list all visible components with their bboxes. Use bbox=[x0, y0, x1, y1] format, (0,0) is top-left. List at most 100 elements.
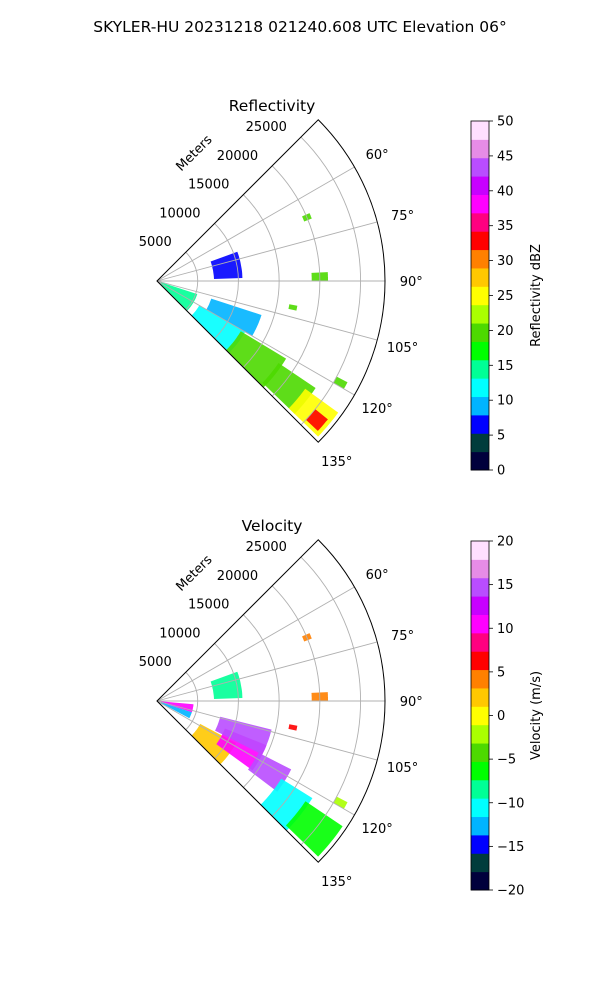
azimuth-tick-label: 105° bbox=[387, 761, 418, 776]
range-tick-label: 15000 bbox=[188, 178, 229, 193]
azimuth-tick-label: 90° bbox=[400, 275, 423, 290]
figure-suptitle: SKYLER-HU 20231218 021240.608 UTC Elevat… bbox=[93, 18, 507, 36]
colorbar-swatch bbox=[471, 249, 489, 269]
colorbar-tick-label: 25 bbox=[497, 289, 514, 304]
colorbar-swatch bbox=[471, 853, 489, 873]
colorbar-swatch bbox=[471, 743, 489, 762]
azimuth-tick-label: 75° bbox=[391, 629, 414, 644]
echo-region bbox=[333, 376, 348, 389]
azimuth-gridline bbox=[156, 280, 355, 396]
range-tick-label: 25000 bbox=[246, 120, 287, 135]
azimuth-tick-label: 60° bbox=[366, 148, 389, 163]
range-tick-label: 5000 bbox=[139, 235, 172, 250]
colorbar-swatch bbox=[471, 798, 489, 818]
colorbar-tick-label: 45 bbox=[497, 149, 514, 164]
radial-axis-label: Meters bbox=[174, 552, 216, 594]
colorbar-swatch bbox=[471, 871, 489, 891]
colorbar-swatch bbox=[471, 816, 489, 836]
azimuth-tick-label: 120° bbox=[361, 402, 392, 417]
colorbar-swatch bbox=[471, 286, 489, 306]
range-tick-label: 10000 bbox=[159, 206, 200, 221]
echo-region bbox=[160, 702, 192, 719]
colorbar-swatch bbox=[471, 541, 489, 560]
echo-region bbox=[215, 716, 272, 755]
colorbar-swatch bbox=[471, 341, 489, 361]
colorbar-swatch bbox=[471, 451, 489, 471]
colorbar-swatch bbox=[471, 323, 489, 342]
colorbar-swatch bbox=[471, 761, 489, 781]
echo-region bbox=[333, 796, 348, 809]
echo-region bbox=[260, 778, 313, 831]
azimuth-tick-label: 105° bbox=[387, 341, 418, 356]
colorbar-swatch bbox=[471, 651, 489, 671]
echo-region bbox=[191, 723, 237, 765]
panel-reflectivity: Reflectivity 5000 10000 15000 20000 25000 Mete… bbox=[139, 97, 544, 479]
echo-region bbox=[210, 671, 243, 699]
colorbar-tick-label: 0 bbox=[497, 464, 505, 479]
colorbar-swatch bbox=[471, 669, 489, 689]
colorbar-swatch bbox=[471, 212, 489, 232]
colorbar-swatch bbox=[471, 194, 489, 214]
azimuth-tick-label: 135° bbox=[321, 875, 352, 890]
colorbar-tick-label: 5 bbox=[497, 429, 505, 444]
colorbar-tick-label: −5 bbox=[497, 753, 516, 768]
colorbar-tick-label: 20 bbox=[497, 535, 514, 550]
colorbar-swatch bbox=[471, 304, 489, 324]
range-tick-label: 20000 bbox=[217, 569, 258, 584]
azimuth-gridline bbox=[156, 586, 355, 702]
colorbar-swatch bbox=[471, 779, 489, 799]
echo-region bbox=[305, 409, 328, 431]
panel-title: Velocity bbox=[242, 517, 303, 535]
colorbar-swatch bbox=[471, 139, 489, 159]
azimuth-gridline bbox=[156, 641, 378, 702]
colorbar-swatch bbox=[471, 687, 489, 707]
colorbar-swatch bbox=[471, 121, 489, 140]
range-tick-label: 5000 bbox=[139, 655, 172, 670]
azimuth-tick-label: 90° bbox=[400, 695, 423, 710]
colorbar-swatch bbox=[471, 632, 489, 652]
echo-region bbox=[159, 282, 198, 311]
colorbar-tick-label: −15 bbox=[497, 840, 524, 855]
azimuth-gridline bbox=[156, 700, 378, 761]
colorbar-swatch bbox=[471, 231, 489, 251]
colorbar-swatch bbox=[471, 596, 489, 615]
colorbar-tick-label: 20 bbox=[497, 324, 514, 339]
colorbar-swatch bbox=[471, 706, 489, 726]
echo-region bbox=[206, 298, 262, 336]
sector-frame bbox=[156, 539, 386, 863]
colorbar-swatch bbox=[471, 577, 489, 597]
azimuth-tick-label: 135° bbox=[321, 455, 352, 470]
colorbar-tick-label: 30 bbox=[497, 254, 514, 269]
azimuth-gridline bbox=[156, 280, 378, 341]
colorbar-swatch bbox=[471, 414, 489, 434]
azimuth-gridline bbox=[156, 166, 355, 282]
azimuth-tick-label: 60° bbox=[366, 568, 389, 583]
colorbar-tick-label: −20 bbox=[497, 884, 524, 899]
radial-axis-label: Meters bbox=[174, 132, 216, 174]
sector-frame bbox=[156, 119, 386, 443]
azimuth-tick-label: 75° bbox=[391, 209, 414, 224]
colorbar-tick-label: 15 bbox=[497, 359, 514, 374]
colorbar: −20 −15 −10 −5 0 5 10 15 20 Velocity (m/s) bbox=[470, 535, 544, 899]
echo-region bbox=[288, 724, 298, 731]
colorbar-swatch bbox=[471, 396, 489, 416]
echo-region bbox=[191, 305, 246, 353]
colorbar-tick-label: −10 bbox=[497, 796, 524, 811]
panel-velocity: Velocity 5000 10000 15000 20000 25000 Meters 60… bbox=[139, 517, 544, 899]
echo-region bbox=[210, 251, 243, 279]
echo-region bbox=[285, 801, 343, 857]
colorbar-label: Velocity (m/s) bbox=[529, 671, 544, 760]
colorbar-swatch bbox=[471, 378, 489, 398]
colorbar-swatch bbox=[471, 433, 489, 453]
colorbar-swatch bbox=[471, 359, 489, 379]
colorbar-tick-label: 0 bbox=[497, 709, 505, 724]
range-tick-label: 25000 bbox=[246, 540, 287, 555]
colorbar-tick-label: 15 bbox=[497, 578, 514, 593]
colorbar-swatch bbox=[471, 267, 489, 287]
colorbar-swatch bbox=[471, 176, 489, 195]
colorbar-swatch bbox=[471, 157, 489, 177]
colorbar: 0 5 10 15 20 25 30 35 40 45 50 Reflectivity dBZ bbox=[470, 115, 544, 479]
azimuth-gridline bbox=[156, 700, 355, 816]
colorbar-tick-label: 5 bbox=[497, 665, 505, 680]
echo-region bbox=[288, 304, 298, 311]
